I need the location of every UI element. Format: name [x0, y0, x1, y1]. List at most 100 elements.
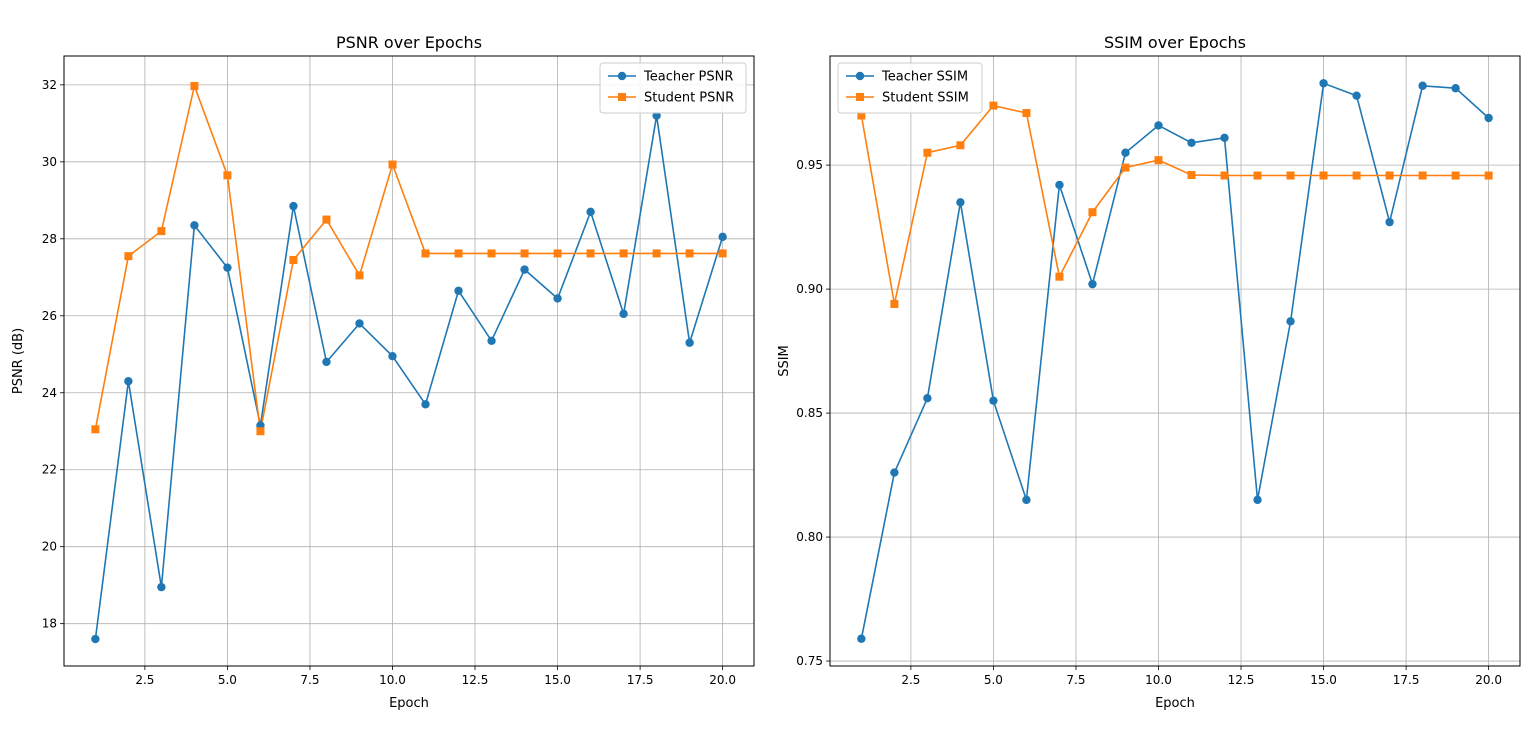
ssim-x-tick-label: 7.5	[1066, 673, 1085, 687]
psnr-point-teacher	[487, 336, 496, 345]
ssim-chart: 2.5 5.0 7.5 10.0 12.5 15.0 17.5 20.0 0.75 0.80 0.8…	[777, 33, 1521, 711]
ssim-series-line-teacher	[860, 82, 1490, 639]
psnr-series-line-student	[94, 83, 723, 432]
psnr-point-student	[289, 255, 298, 264]
ssim-series-line-student	[860, 104, 1489, 305]
ssim-point-teacher	[1352, 91, 1361, 100]
ssim-point-teacher	[1088, 279, 1097, 289]
ssim-grid	[830, 56, 1520, 666]
psnr-point-student	[685, 249, 694, 258]
ssim-ticks: 2.5 5.0 7.5 10.0 12.5 15.0 17.5 20.0 0.75 0.80 0.8…	[796, 158, 1502, 687]
psnr-y-tick-label: 22	[42, 463, 57, 477]
ssim-x-tick-label: 17.5	[1393, 673, 1420, 687]
ssim-point-teacher	[1286, 317, 1295, 326]
psnr-point-student	[619, 249, 628, 258]
ssim-point-teacher	[923, 393, 932, 403]
psnr-axes-frame	[63, 55, 755, 667]
ssim-point-student	[923, 148, 932, 157]
psnr-chart: 2.5 5.0 7.5 10.0 12.5 15.0 17.5 20.0 18 20 22 24 26 2…	[11, 33, 755, 711]
ssim-point-teacher	[1319, 79, 1328, 88]
ssim-point-student	[1319, 171, 1328, 180]
ssim-legend-marker-teacher	[855, 71, 865, 81]
psnr-point-teacher	[157, 582, 166, 592]
ssim-y-tick-label: 0.75	[796, 654, 823, 668]
ssim-axes-frame	[829, 55, 1521, 667]
ssim-x-axis-label: Epoch	[1155, 696, 1195, 711]
psnr-point-teacher	[652, 111, 661, 120]
ssim-point-student	[956, 141, 965, 150]
ssim-point-teacher	[1022, 495, 1031, 505]
psnr-x-tick-label: 17.5	[627, 673, 654, 687]
ssim-y-tick-label: 0.90	[796, 282, 823, 296]
ssim-point-student	[1055, 272, 1064, 281]
ssim-legend-label-teacher: Teacher SSIM	[881, 70, 968, 85]
psnr-series-lines	[94, 83, 724, 640]
psnr-point-student	[190, 82, 199, 91]
ssim-point-student	[1187, 171, 1196, 180]
ssim-y-tick-label: 0.95	[796, 158, 823, 172]
ssim-point-teacher	[1451, 84, 1460, 93]
ssim-x-tick-label: 20.0	[1475, 673, 1502, 687]
psnr-point-teacher	[289, 201, 298, 211]
psnr-x-axis-label: Epoch	[389, 696, 429, 711]
ssim-legend-marker-student	[856, 93, 864, 101]
ssim-point-teacher	[1121, 148, 1130, 157]
ssim-point-teacher	[1253, 495, 1262, 505]
psnr-y-tick-label: 24	[42, 386, 57, 400]
psnr-point-student	[421, 249, 430, 258]
ssim-x-tick-label: 15.0	[1310, 673, 1337, 687]
ssim-point-teacher	[1385, 217, 1394, 227]
psnr-point-teacher	[223, 263, 232, 272]
psnr-point-student	[586, 249, 595, 258]
ssim-point-teacher	[1220, 133, 1229, 143]
psnr-point-student	[388, 160, 397, 169]
psnr-x-tick-label: 2.5	[135, 673, 154, 687]
ssim-point-teacher	[890, 468, 899, 477]
ssim-x-tick-label: 12.5	[1228, 673, 1255, 687]
psnr-point-student	[256, 427, 265, 436]
psnr-y-tick-label: 30	[42, 155, 57, 169]
psnr-point-teacher	[388, 351, 397, 361]
ssim-point-teacher	[989, 396, 998, 405]
psnr-point-teacher	[685, 338, 694, 347]
psnr-point-student	[553, 249, 562, 258]
psnr-point-teacher	[454, 286, 463, 295]
psnr-legend-marker-student	[618, 93, 626, 101]
psnr-x-tick-label: 20.0	[709, 673, 736, 687]
ssim-y-axis-label: SSIM	[777, 345, 792, 377]
psnr-series-markers	[91, 82, 727, 644]
ssim-point-teacher	[956, 198, 965, 207]
psnr-point-student	[91, 425, 100, 434]
ssim-y-tick-label: 0.80	[796, 530, 823, 544]
psnr-y-tick-label: 26	[42, 309, 57, 323]
ssim-x-tick-label: 10.0	[1145, 673, 1172, 687]
ssim-point-teacher	[1484, 113, 1493, 123]
psnr-y-tick-label: 18	[42, 617, 57, 631]
ssim-point-student	[1286, 171, 1295, 180]
ssim-y-tick-label: 0.85	[796, 406, 823, 420]
ssim-point-student	[1484, 171, 1493, 180]
psnr-point-teacher	[619, 309, 628, 319]
psnr-point-student	[652, 249, 661, 258]
ssim-series-markers	[857, 79, 1493, 643]
psnr-point-teacher	[355, 319, 364, 328]
ssim-x-tick-label: 5.0	[984, 673, 1003, 687]
ssim-point-teacher	[1418, 81, 1427, 90]
psnr-x-tick-label: 12.5	[462, 673, 489, 687]
psnr-y-tick-label: 32	[42, 78, 57, 92]
ssim-point-teacher	[857, 634, 866, 643]
psnr-point-teacher	[520, 265, 529, 274]
psnr-point-teacher	[553, 294, 562, 303]
ssim-series-lines	[860, 82, 1490, 639]
ssim-point-teacher	[1187, 138, 1196, 147]
psnr-point-student	[223, 171, 232, 180]
psnr-point-student	[718, 249, 727, 258]
ssim-point-student	[890, 299, 899, 308]
psnr-legend-box	[599, 62, 747, 114]
ssim-legend: Teacher SSIM Student SSIM	[837, 62, 983, 114]
ssim-point-student	[1088, 208, 1097, 217]
psnr-legend-marker-teacher	[617, 71, 627, 81]
psnr-legend-label-teacher: Teacher PSNR	[643, 70, 733, 85]
ssim-point-student	[1451, 171, 1460, 180]
psnr-point-teacher	[91, 634, 100, 644]
